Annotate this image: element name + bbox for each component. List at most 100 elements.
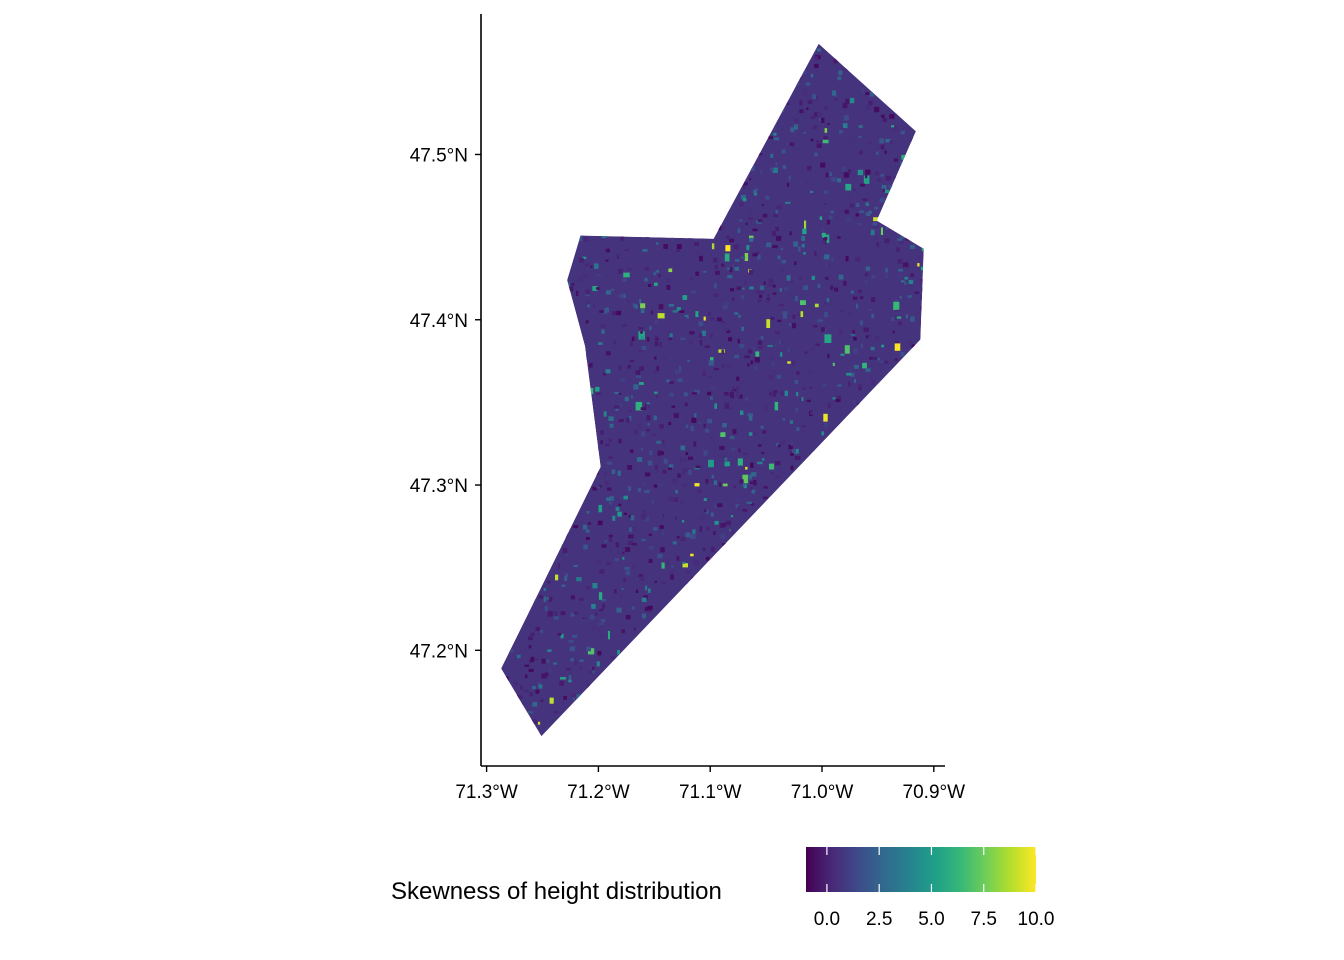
- raster-cell: [526, 265, 530, 270]
- raster-cell: [532, 702, 538, 707]
- raster-cell: [868, 336, 873, 339]
- raster-cell: [920, 186, 924, 189]
- raster-cell: [582, 331, 587, 337]
- raster-cell: [509, 699, 513, 704]
- raster-cell: [628, 486, 631, 492]
- raster-cell: [705, 429, 710, 433]
- raster-cell: [563, 435, 567, 439]
- raster-cell: [852, 628, 855, 632]
- raster-cell: [561, 327, 564, 333]
- raster-cell: [803, 701, 809, 705]
- raster-cell: [779, 64, 783, 69]
- raster-cell: [911, 344, 915, 348]
- raster-cell: [680, 192, 684, 196]
- raster-cell: [893, 98, 899, 104]
- raster-cell: [532, 685, 536, 690]
- raster-cell: [681, 693, 684, 698]
- raster-cell: [666, 662, 671, 665]
- raster-cell: [519, 430, 526, 434]
- raster-cell: [693, 649, 696, 657]
- raster-cell: [737, 228, 741, 233]
- raster-cell: [769, 198, 775, 203]
- raster-cell: [859, 150, 863, 155]
- raster-cell: [759, 47, 763, 54]
- raster-cell: [598, 623, 605, 626]
- raster-cell: [856, 580, 860, 583]
- raster-cell: [596, 273, 602, 276]
- raster-cell: [681, 520, 685, 523]
- raster-cell: [585, 529, 590, 533]
- raster-cell: [533, 146, 537, 151]
- raster-cell: [554, 530, 561, 534]
- raster-cell: [542, 382, 545, 388]
- raster-cell: [672, 204, 675, 208]
- raster-cell: [563, 266, 568, 269]
- raster-cell: [730, 288, 735, 292]
- raster-cell: [620, 678, 625, 685]
- raster-cell: [796, 734, 801, 737]
- raster-cell: [552, 472, 558, 476]
- raster-cell: [802, 319, 807, 322]
- raster-cell: [687, 158, 692, 164]
- raster-cell: [671, 93, 676, 98]
- raster-cell: [601, 688, 607, 694]
- raster-cell: [902, 702, 907, 705]
- raster-cell: [820, 532, 825, 538]
- raster-cell: [535, 689, 540, 694]
- raster-cell: [725, 245, 731, 252]
- raster-cell: [575, 429, 579, 434]
- raster-cell: [668, 173, 673, 178]
- raster-cell: [788, 76, 794, 81]
- raster-cell: [685, 424, 689, 430]
- raster-cell: [915, 65, 920, 69]
- raster-cell: [863, 327, 869, 332]
- raster-cell: [889, 114, 895, 119]
- raster-cell: [759, 88, 763, 94]
- raster-cell: [909, 245, 915, 249]
- raster-cell: [668, 421, 672, 426]
- raster-cell: [705, 479, 709, 484]
- raster-cell: [553, 190, 558, 196]
- raster-cell: [822, 384, 827, 387]
- raster-cell: [802, 526, 807, 529]
- raster-cell: [504, 679, 507, 683]
- raster-cell: [626, 300, 631, 303]
- raster-cell: [759, 723, 764, 728]
- raster-cell: [821, 327, 825, 333]
- raster-cell: [601, 724, 605, 728]
- raster-cell: [637, 161, 641, 165]
- raster-cell: [673, 695, 677, 700]
- raster-cell: [810, 520, 815, 525]
- raster-cell: [885, 175, 891, 181]
- raster-cell: [510, 313, 515, 317]
- raster-cell: [555, 358, 561, 362]
- raster-cell: [568, 331, 572, 338]
- raster-cell: [780, 247, 783, 251]
- raster-cell: [770, 513, 773, 522]
- raster-cell: [522, 526, 527, 530]
- raster-cell: [863, 666, 866, 671]
- raster-cell: [711, 643, 717, 649]
- raster-cell: [547, 507, 551, 512]
- raster-cell: [615, 220, 618, 226]
- raster-cell: [908, 702, 914, 707]
- raster-cell: [617, 470, 621, 476]
- raster-cell: [793, 124, 798, 130]
- legend-ticks: 0.0 2.5 5.0 7.5 10.0: [814, 847, 1054, 930]
- raster-cell: [742, 198, 747, 202]
- raster-cell: [647, 422, 650, 426]
- raster-cell: [798, 551, 803, 557]
- raster-cell: [745, 222, 748, 226]
- raster-cell: [899, 583, 905, 587]
- raster-cell: [829, 645, 834, 648]
- raster-cell: [872, 79, 876, 84]
- raster-cell: [907, 295, 913, 298]
- raster-cell: [855, 203, 860, 207]
- raster-cell: [748, 432, 753, 436]
- raster-cell: [686, 316, 689, 319]
- raster-cell: [624, 396, 629, 402]
- raster-cell: [610, 655, 616, 660]
- raster-cell: [677, 622, 682, 626]
- raster-cell: [773, 137, 779, 141]
- raster-cell: [616, 607, 622, 613]
